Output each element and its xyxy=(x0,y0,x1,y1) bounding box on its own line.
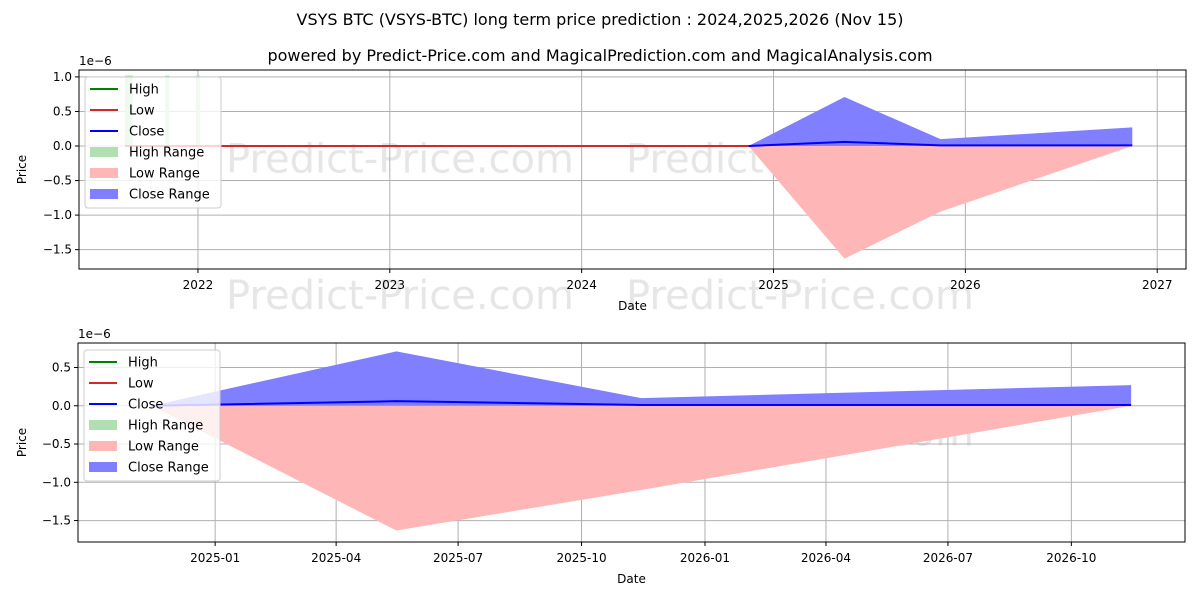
legend-label: Close Range xyxy=(128,461,209,476)
y-tick-label: −1.0 xyxy=(42,475,71,489)
y-tick-label: 0.0 xyxy=(53,139,72,153)
chart-subtitle: powered by Predict-Price.com and Magical… xyxy=(267,46,933,65)
legend-label: High Range xyxy=(128,419,203,434)
x-tick-label: 2026 xyxy=(950,278,981,292)
x-tick-label: 2026-07 xyxy=(923,551,973,565)
x-tick-label: 2026-10 xyxy=(1046,551,1096,565)
x-tick-label: 2024 xyxy=(566,278,597,292)
legend-close-range-swatch xyxy=(89,462,117,472)
x-tick-label: 2025-04 xyxy=(311,551,361,565)
y-tick-label: 0.5 xyxy=(53,104,72,118)
close-line xyxy=(748,140,1133,148)
legend-label: High Range xyxy=(129,146,204,161)
legend-label: Close xyxy=(129,125,164,140)
x-tick-label: 2026-01 xyxy=(680,551,730,565)
legend-label: High xyxy=(129,83,159,98)
y-scale-label: 1e−6 xyxy=(79,54,112,68)
x-tick-label: 2025-07 xyxy=(433,551,483,565)
legend-close-range-swatch xyxy=(90,189,118,199)
x-tick-label: 2023 xyxy=(375,278,406,292)
legend-label: Low xyxy=(128,377,154,392)
legend-label: Low Range xyxy=(128,440,199,455)
x-tick-label: 2027 xyxy=(1142,278,1173,292)
y-tick-label: −0.5 xyxy=(43,174,72,188)
legend-box xyxy=(84,76,222,209)
legend-label: High xyxy=(128,356,158,371)
y-tick-label: 0.0 xyxy=(52,399,71,413)
watermark-text: Predict-Price.com xyxy=(226,273,574,319)
y-tick-label: −1.5 xyxy=(43,243,72,257)
close-range-area xyxy=(748,96,1133,147)
close-line xyxy=(151,400,1132,407)
top-chart-panel: Predict-Price.com Predict-Price.com Predic… xyxy=(15,54,1187,319)
legend-low-range-swatch xyxy=(90,168,118,178)
low-range-area xyxy=(748,146,1133,259)
legend: High Low Close High Range Low Range Close Ran… xyxy=(84,76,222,209)
x-axis-label: Date xyxy=(618,299,647,313)
y-axis-label: Price xyxy=(15,155,29,184)
watermark-text: Predict-Price.com xyxy=(226,137,574,183)
y-tick-label: −1.5 xyxy=(42,514,71,528)
axes-frame xyxy=(78,69,1187,270)
x-tick-label: 2025-01 xyxy=(190,551,240,565)
x-tick-label: 2022 xyxy=(183,278,214,292)
bottom-chart-panel: Predict-Price.comPredict-Price.com2025-0… xyxy=(15,327,1186,586)
y-tick-label: −1.0 xyxy=(43,208,72,222)
legend-label: Close Range xyxy=(129,188,210,203)
x-tick-label: 2025 xyxy=(758,278,789,292)
x-axis-label: Date xyxy=(617,572,646,586)
y-scale-label: 1e−6 xyxy=(78,327,111,341)
y-tick-label: 0.5 xyxy=(52,360,71,374)
y-tick-label: −0.5 xyxy=(42,437,71,451)
low-range-area xyxy=(151,405,1132,531)
y-axis-label: Price xyxy=(15,428,29,457)
legend-label: Low Range xyxy=(129,167,200,182)
x-tick-label: 2026-04 xyxy=(801,551,851,565)
legend-high-range-swatch xyxy=(89,420,117,430)
legend: High Low Close High Range Low Range Close Ran… xyxy=(83,349,221,482)
axes-frame xyxy=(77,342,1186,543)
plot-area xyxy=(151,351,1132,531)
legend-label: Close xyxy=(128,398,163,413)
chart-title: VSYS BTC (VSYS-BTC) long term price pred… xyxy=(296,10,904,29)
x-tick-label: 2025-10 xyxy=(556,551,606,565)
legend-low-range-swatch xyxy=(89,441,117,451)
close-range-area xyxy=(151,351,1132,406)
legend-label: Low xyxy=(129,104,155,119)
y-tick-label: 1.0 xyxy=(53,70,72,84)
watermark-text: Predict-Price.com xyxy=(626,273,974,319)
legend-high-range-swatch xyxy=(90,147,118,157)
legend-box xyxy=(83,349,221,482)
